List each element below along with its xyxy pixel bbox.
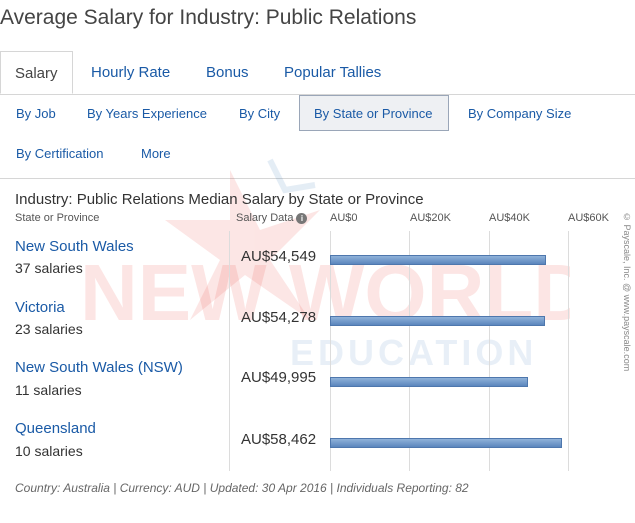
- watermark-line2: EDUCATION: [290, 332, 537, 373]
- axis-tick-40k: AU$40K: [489, 212, 530, 224]
- subnav-more[interactable]: More: [141, 146, 171, 161]
- info-icon[interactable]: i: [296, 212, 308, 224]
- region-link[interactable]: Victoria: [15, 299, 65, 316]
- copyright-notice: © Payscale, Inc. @ www.payscale.com: [622, 212, 632, 372]
- median-salary: AU$49,995: [241, 369, 317, 386]
- tab-popular-tallies[interactable]: Popular Tallies: [284, 64, 382, 81]
- tab-bonus[interactable]: Bonus: [206, 64, 249, 81]
- subnav-by-job[interactable]: By Job: [16, 106, 56, 121]
- gridline-40k: [489, 231, 490, 471]
- region-link[interactable]: New South Wales: [15, 238, 134, 255]
- column-header-region: State or Province: [15, 212, 100, 224]
- subnav-by-years-experience[interactable]: By Years Experience: [87, 106, 207, 121]
- column-divider: [229, 231, 230, 471]
- subnav-by-company-size[interactable]: By Company Size: [468, 106, 572, 121]
- tab-hourly-rate[interactable]: Hourly Rate: [91, 64, 171, 81]
- salary-count: 10 salaries: [15, 443, 83, 459]
- salary-bar: [330, 316, 545, 326]
- salary-bar: [330, 377, 528, 387]
- subnav-by-city[interactable]: By City: [239, 106, 281, 121]
- gridline-0: [330, 231, 331, 471]
- page-title: Average Salary for Industry: Public Rela…: [0, 6, 417, 29]
- footer-summary: Country: Australia | Currency: AUD | Upd…: [15, 481, 469, 495]
- salary-count: 37 salaries: [15, 260, 83, 276]
- region-link[interactable]: New South Wales (NSW): [15, 359, 183, 376]
- median-salary: AU$54,278: [241, 309, 317, 326]
- gridline-20k: [409, 231, 410, 471]
- salary-bar: [330, 255, 546, 265]
- column-header-salary: Salary Data i: [236, 212, 308, 224]
- axis-tick-60k: AU$60K: [568, 212, 609, 224]
- gridline-60k: [568, 231, 569, 471]
- axis-tick-20k: AU$20K: [410, 212, 451, 224]
- watermark-logo: NEW WORLD EDUCATION: [80, 158, 570, 373]
- axis-tick-0: AU$0: [330, 212, 358, 224]
- median-salary: AU$58,462: [241, 431, 317, 448]
- salary-count: 23 salaries: [15, 321, 83, 337]
- subnav-by-certification[interactable]: By Certification: [16, 146, 104, 161]
- tab-salary[interactable]: Salary: [0, 51, 73, 94]
- median-salary: AU$54,549: [241, 248, 317, 265]
- column-header-salary-label: Salary Data: [236, 212, 294, 224]
- salary-count: 11 salaries: [15, 382, 82, 398]
- region-link[interactable]: Queensland: [15, 420, 96, 437]
- sub-navigation: By Job By Years Experience By City By St…: [0, 94, 635, 179]
- salary-bar: [330, 438, 562, 448]
- chart-title: Industry: Public Relations Median Salary…: [15, 191, 424, 208]
- subnav-by-state-or-province[interactable]: By State or Province: [299, 95, 449, 131]
- tab-bar: Salary Hourly Rate Bonus Popular Tallies: [0, 51, 635, 95]
